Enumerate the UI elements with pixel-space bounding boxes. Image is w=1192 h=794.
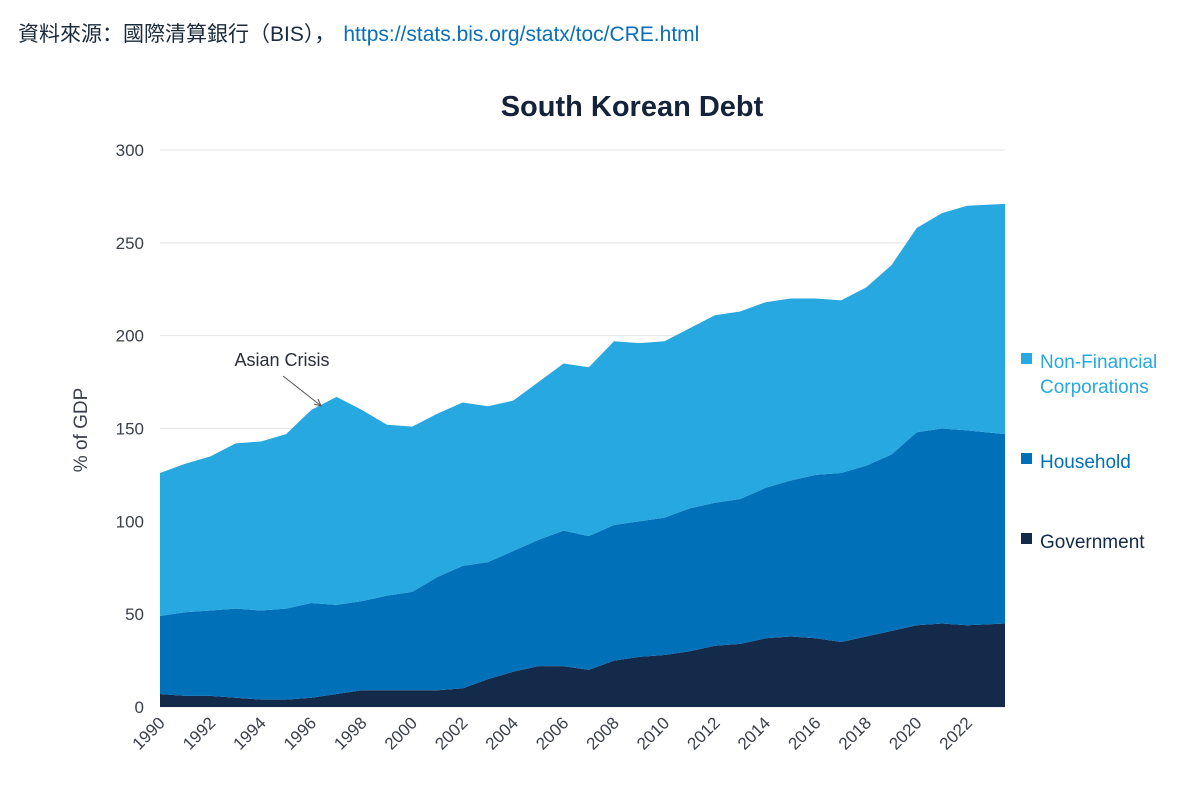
y-tick-label: 50 bbox=[125, 605, 144, 624]
legend-label-cont: Corporations bbox=[1040, 377, 1149, 398]
legend-swatch bbox=[1021, 533, 1032, 544]
legend-item: Government bbox=[1021, 532, 1145, 553]
x-tick-label: 1990 bbox=[129, 713, 169, 753]
y-tick-label: 100 bbox=[116, 512, 144, 531]
x-tick-label: 2018 bbox=[835, 713, 875, 753]
y-tick-label: 250 bbox=[116, 234, 144, 253]
x-tick-label: 2010 bbox=[633, 713, 673, 753]
x-tick-label: 2012 bbox=[684, 713, 724, 753]
x-tick-label: 1994 bbox=[230, 713, 270, 753]
arrow-head-icon bbox=[313, 398, 322, 407]
x-tick-label: 1998 bbox=[330, 713, 370, 753]
x-tick-label: 2000 bbox=[381, 713, 421, 753]
annotation-text: Asian Crisis bbox=[234, 350, 329, 370]
source-label: 資料來源：國際清算銀行（BIS）， bbox=[18, 23, 336, 46]
area-government bbox=[160, 623, 1005, 707]
x-tick-label: 1992 bbox=[179, 713, 219, 753]
legend-swatch bbox=[1021, 353, 1032, 364]
x-tick-label: 2008 bbox=[583, 713, 623, 753]
y-tick-label: 150 bbox=[116, 420, 144, 439]
x-tick-label: 2014 bbox=[734, 713, 774, 753]
annotation-arrow bbox=[282, 375, 321, 406]
legend-label: Household bbox=[1040, 452, 1131, 473]
y-axis-label: % of GDP bbox=[71, 388, 92, 472]
source-link[interactable]: https://stats.bis.org/statx/toc/CRE.html bbox=[343, 23, 700, 46]
source-line: 資料來源：國際清算銀行（BIS）， https://stats.bis.org/s… bbox=[18, 18, 699, 48]
x-tick-label: 1996 bbox=[280, 713, 320, 753]
y-tick-label: 300 bbox=[116, 141, 144, 160]
x-tick-label: 2006 bbox=[532, 713, 572, 753]
y-tick-label: 0 bbox=[135, 698, 144, 717]
area-household bbox=[160, 428, 1005, 700]
legend-label: Non-Financial bbox=[1040, 352, 1157, 373]
legend-swatch bbox=[1021, 453, 1032, 464]
legend-label: Government bbox=[1040, 532, 1145, 553]
x-tick-label: 2022 bbox=[936, 713, 976, 753]
legend-item: Non-Financial Corporations bbox=[1021, 352, 1157, 398]
area-non-financial-corporations bbox=[160, 203, 1005, 617]
x-tick-label: 2004 bbox=[482, 713, 522, 753]
x-tick-label: 2020 bbox=[885, 713, 925, 753]
x-tick-label: 2002 bbox=[431, 713, 471, 753]
chart-title: South Korean Debt bbox=[501, 91, 764, 123]
x-tick-label: 2016 bbox=[784, 713, 824, 753]
y-tick-label: 200 bbox=[116, 327, 144, 346]
annotation-asian-crisis: Asian Crisis bbox=[234, 350, 330, 407]
legend-item: Household bbox=[1021, 452, 1131, 473]
